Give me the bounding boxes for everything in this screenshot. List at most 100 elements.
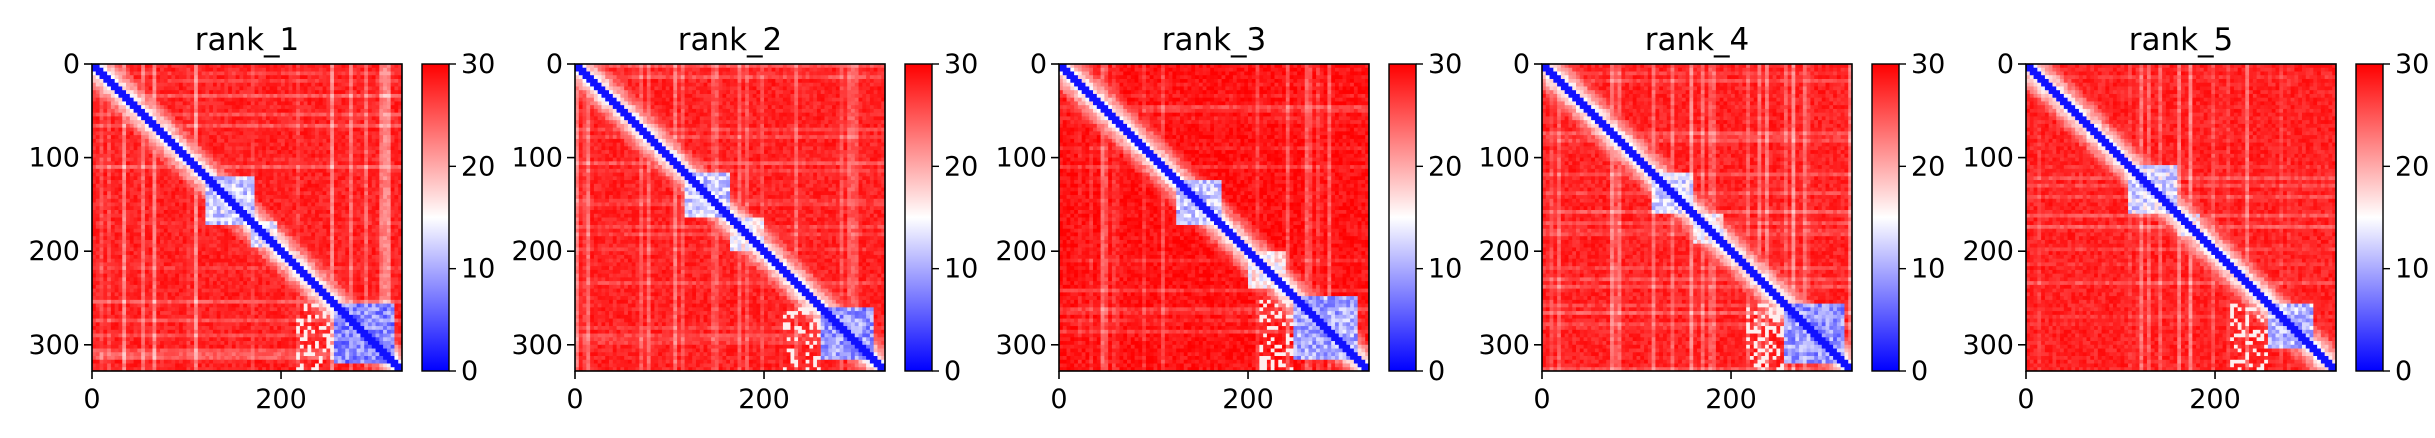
- heatmap-cell: [270, 266, 274, 270]
- heatmap-cell: [137, 229, 141, 233]
- heatmap-cell: [273, 120, 277, 124]
- heatmap-cell: [255, 173, 259, 177]
- heatmap-cell: [171, 113, 175, 117]
- heatmap-cell: [179, 113, 183, 117]
- heatmap-cell: [141, 195, 145, 199]
- heatmap-cell: [141, 281, 145, 285]
- heatmap-cell: [319, 98, 323, 102]
- heatmap-cell: [213, 251, 217, 255]
- heatmap-cell: [323, 158, 327, 162]
- heatmap-cell: [122, 236, 126, 240]
- heatmap-cell: [205, 232, 209, 236]
- heatmap-cell: [255, 131, 259, 135]
- heatmap-cell: [334, 277, 338, 281]
- heatmap-cell: [376, 240, 380, 244]
- heatmap-cell: [383, 251, 387, 255]
- heatmap-cell: [96, 240, 100, 244]
- heatmap-cell: [228, 274, 232, 278]
- heatmap-cell: [300, 128, 304, 132]
- heatmap-cell: [292, 240, 296, 244]
- heatmap-cell: [345, 90, 349, 94]
- heatmap-cell: [258, 109, 262, 113]
- heatmap-cell: [236, 116, 240, 120]
- heatmap-cell: [304, 259, 308, 263]
- heatmap-cell: [243, 75, 247, 79]
- heatmap-cell: [198, 94, 202, 98]
- heatmap-cell: [115, 68, 119, 72]
- heatmap-cell: [130, 195, 134, 199]
- heatmap-cell: [277, 143, 281, 147]
- heatmap-cell: [296, 135, 300, 139]
- heatmap-cell: [270, 68, 274, 72]
- heatmap-cell: [255, 262, 259, 266]
- heatmap-cell: [292, 281, 296, 285]
- heatmap-cell: [171, 184, 175, 188]
- heatmap-cell: [217, 244, 221, 248]
- heatmap-cell: [243, 266, 247, 270]
- heatmap-cell: [239, 180, 243, 184]
- heatmap-cell: [103, 251, 107, 255]
- heatmap-cell: [187, 143, 191, 147]
- heatmap-cell: [349, 161, 353, 165]
- heatmap-cell: [107, 124, 111, 128]
- heatmap-cell: [334, 169, 338, 173]
- heatmap-cell: [338, 244, 342, 248]
- heatmap-cell: [187, 203, 191, 207]
- heatmap-cell: [330, 195, 334, 199]
- heatmap-cell: [357, 161, 361, 165]
- heatmap-cell: [224, 101, 228, 105]
- heatmap-cell: [357, 71, 361, 75]
- heatmap-cell: [262, 180, 266, 184]
- heatmap-cell: [137, 161, 141, 165]
- heatmap-cell: [338, 109, 342, 113]
- heatmap-cell: [183, 105, 187, 109]
- heatmap-cell: [239, 266, 243, 270]
- heatmap-cell: [342, 94, 346, 98]
- heatmap-cell: [194, 94, 198, 98]
- heatmap-cell: [255, 128, 259, 132]
- heatmap-cell: [300, 135, 304, 139]
- heatmap-cell: [296, 146, 300, 150]
- heatmap-cell: [160, 169, 164, 173]
- heatmap-cell: [379, 105, 383, 109]
- heatmap-cell: [103, 120, 107, 124]
- heatmap-cell: [126, 236, 130, 240]
- heatmap-cell: [183, 101, 187, 105]
- heatmap-cell: [307, 154, 311, 158]
- heatmap-cell: [103, 94, 107, 98]
- heatmap-cell: [156, 247, 160, 251]
- heatmap-cell: [376, 195, 380, 199]
- heatmap-cell: [194, 68, 198, 72]
- heatmap-cell: [349, 188, 353, 192]
- heatmap-cell: [379, 191, 383, 195]
- heatmap-cell: [315, 191, 319, 195]
- heatmap-cell: [205, 203, 209, 207]
- heatmap-cell: [145, 161, 149, 165]
- heatmap-cell: [171, 176, 175, 180]
- heatmap-cell: [190, 191, 194, 195]
- heatmap-cell: [232, 262, 236, 266]
- heatmap-cell: [122, 131, 126, 135]
- heatmap-cell: [156, 251, 160, 255]
- heatmap-cell: [281, 105, 285, 109]
- heatmap-cell: [232, 218, 236, 222]
- heatmap-cell: [376, 131, 380, 135]
- heatmap-cell: [100, 247, 104, 251]
- heatmap-cell: [383, 180, 387, 184]
- heatmap-cell: [338, 154, 342, 158]
- heatmap-cell: [130, 165, 134, 169]
- heatmap-cell: [379, 101, 383, 105]
- heatmap-cell: [360, 259, 364, 263]
- heatmap-cell: [221, 68, 225, 72]
- heatmap-cell: [311, 128, 315, 132]
- heatmap-cell: [194, 270, 198, 274]
- heatmap-cell: [103, 101, 107, 105]
- heatmap-cell: [330, 229, 334, 233]
- heatmap-cell: [391, 98, 395, 102]
- heatmap-cell: [379, 247, 383, 251]
- heatmap-cell: [232, 68, 236, 72]
- heatmap-cell: [239, 232, 243, 236]
- heatmap-cell: [228, 259, 232, 263]
- heatmap-cell: [198, 266, 202, 270]
- heatmap-cell: [96, 165, 100, 169]
